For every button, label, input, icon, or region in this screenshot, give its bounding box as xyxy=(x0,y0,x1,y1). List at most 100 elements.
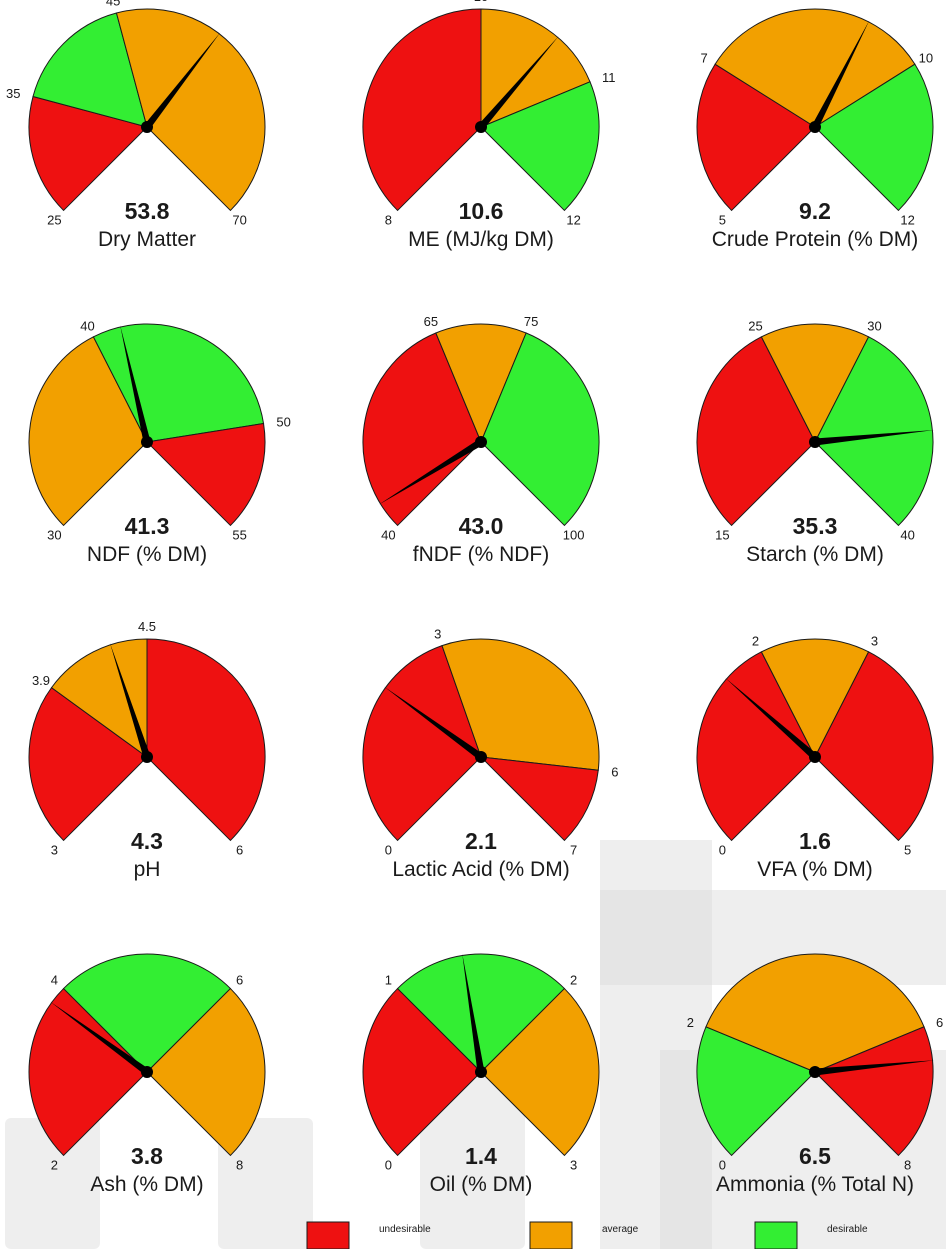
legend-swatch-undesirable xyxy=(306,1221,350,1249)
gauge-9-tick-2: 6 xyxy=(236,972,243,987)
gauge-4-needle xyxy=(378,439,483,505)
gauge-8-value: 1.6 xyxy=(799,828,831,854)
gauge-7-title: Lactic Acid (% DM) xyxy=(392,858,569,881)
gauge-8-tick-3: 5 xyxy=(904,843,911,858)
gauge-2-band-2 xyxy=(814,63,934,212)
gauge-9-tick-3: 8 xyxy=(236,1158,243,1173)
gauge-6-band-2 xyxy=(146,638,266,842)
gauge-11-needle xyxy=(814,1060,935,1076)
gauge-9: 2 4 6 8 3.8 Ash (% DM) xyxy=(28,953,266,1196)
gauge-10-band-1 xyxy=(396,953,566,1073)
gauge-11-tick-2: 6 xyxy=(936,1015,943,1030)
gauge-10-tick-0: 0 xyxy=(385,1158,392,1173)
gauge-11: 0 2 6 8 6.5 Ammonia (% Total N) xyxy=(687,953,943,1196)
gauge-1-needle xyxy=(478,35,559,130)
gauge-0-tick-3: 70 xyxy=(232,213,246,228)
gauge-1-band-0 xyxy=(362,8,482,212)
gauge-11-title: Ammonia (% Total N) xyxy=(716,1173,914,1196)
gauge-8-needle xyxy=(724,677,818,760)
legend-label-undesirable: undesirable xyxy=(379,1224,431,1235)
gauge-4-tick-3: 100 xyxy=(563,528,585,543)
gauge-8-band-2 xyxy=(814,651,934,842)
gauge-9-band-2 xyxy=(146,987,266,1157)
legend-swatch-desirable xyxy=(754,1221,798,1249)
gauge-7-value: 2.1 xyxy=(465,828,497,854)
gauge-7-tick-3: 7 xyxy=(570,843,577,858)
gauge-3-band-1 xyxy=(92,323,265,443)
gauge-6-tick-0: 3 xyxy=(51,843,58,858)
gauge-5-tick-3: 40 xyxy=(900,528,914,543)
gauge-2-title: Crude Protein (% DM) xyxy=(712,228,919,251)
gauge-6-band-1 xyxy=(50,638,148,758)
gauge-6-value: 4.3 xyxy=(131,828,163,854)
gauge-5-tick-2: 30 xyxy=(867,318,881,333)
gauge-1: 8 10 11 12 10.6 ME (MJ/kg DM) xyxy=(362,0,616,251)
gauge-11-band-0 xyxy=(696,1026,816,1157)
gauge-5: 15 25 30 40 35.3 Starch (% DM) xyxy=(696,318,935,566)
gauge-5-hub xyxy=(809,436,821,448)
gauge-4-tick-2: 75 xyxy=(524,314,538,329)
gauge-2-band-1 xyxy=(714,8,916,128)
gauge-10-hub xyxy=(475,1066,487,1078)
gauge-2: 5 7 10 12 9.2 Crude Protein (% DM) xyxy=(696,8,934,251)
gauge-9-band-0 xyxy=(28,987,148,1157)
gauge-7-hub xyxy=(475,751,487,763)
gauge-1-tick-0: 8 xyxy=(385,213,392,228)
gauge-2-band-0 xyxy=(696,63,816,212)
gauge-0-band-0 xyxy=(28,95,148,212)
gauge-1-tick-1: 10 xyxy=(474,0,488,4)
gauge-0-title: Dry Matter xyxy=(98,228,196,251)
gauge-9-value: 3.8 xyxy=(131,1143,163,1169)
gauge-4-title: fNDF (% NDF) xyxy=(413,543,549,566)
gauge-6-band-0 xyxy=(28,686,148,842)
gauge-3-value: 41.3 xyxy=(125,513,170,539)
gauge-9-hub xyxy=(141,1066,153,1078)
gauge-4-value: 43.0 xyxy=(459,513,504,539)
gauge-5-title: Starch (% DM) xyxy=(746,543,884,566)
gauge-8-tick-0: 0 xyxy=(719,843,726,858)
gauge-10-needle xyxy=(462,953,485,1073)
gauge-8-band-0 xyxy=(696,651,816,842)
gauge-7-needle xyxy=(383,686,484,760)
gauge-11-value: 6.5 xyxy=(799,1143,831,1169)
legend-label-average: average xyxy=(602,1224,639,1235)
gauge-6-tick-2: 4.5 xyxy=(138,619,156,634)
gauge-2-hub xyxy=(809,121,821,133)
gauge-4-hub xyxy=(475,436,487,448)
gauge-8-title: VFA (% DM) xyxy=(757,858,873,881)
gauge-4: 40 65 75 100 43.0 fNDF (% NDF) xyxy=(362,314,600,566)
gauge-4-band-0 xyxy=(362,332,482,527)
gauge-0-tick-0: 25 xyxy=(47,213,61,228)
gauge-8: 0 2 3 5 1.6 VFA (% DM) xyxy=(696,633,934,881)
gauge-11-tick-3: 8 xyxy=(904,1158,911,1173)
gauge-9-needle xyxy=(49,1001,150,1075)
gauge-5-tick-1: 25 xyxy=(748,318,762,333)
gauge-8-band-1 xyxy=(760,638,870,759)
gauge-7-tick-2: 6 xyxy=(611,765,618,780)
legend-swatch-average xyxy=(529,1221,573,1249)
gauge-2-needle xyxy=(811,20,870,129)
gauge-7-band-2 xyxy=(479,756,599,842)
gauge-6-title: pH xyxy=(134,858,161,881)
gauge-1-title: ME (MJ/kg DM) xyxy=(408,228,554,251)
gauge-7-band-0 xyxy=(362,644,482,842)
gauge-9-band-1 xyxy=(62,953,232,1073)
gauge-8-hub xyxy=(809,751,821,763)
gauge-10-band-0 xyxy=(362,987,482,1157)
legend-label-desirable: desirable xyxy=(827,1224,868,1235)
gauge-2-tick-2: 10 xyxy=(919,50,933,65)
gauge-1-tick-3: 12 xyxy=(566,213,580,228)
gauge-11-hub xyxy=(809,1066,821,1078)
gauge-2-tick-1: 7 xyxy=(700,50,707,65)
gauge-5-value: 35.3 xyxy=(793,513,838,539)
gauge-11-tick-0: 0 xyxy=(719,1158,726,1173)
gauge-3-needle xyxy=(120,325,151,443)
gauge-3-hub xyxy=(141,436,153,448)
gauge-11-band-1 xyxy=(705,953,925,1073)
gauge-9-tick-1: 4 xyxy=(51,972,58,987)
gauge-6-tick-3: 6 xyxy=(236,843,243,858)
gauge-4-band-2 xyxy=(480,332,600,527)
gauge-3-title: NDF (% DM) xyxy=(87,543,207,566)
gauge-5-band-1 xyxy=(760,323,870,444)
